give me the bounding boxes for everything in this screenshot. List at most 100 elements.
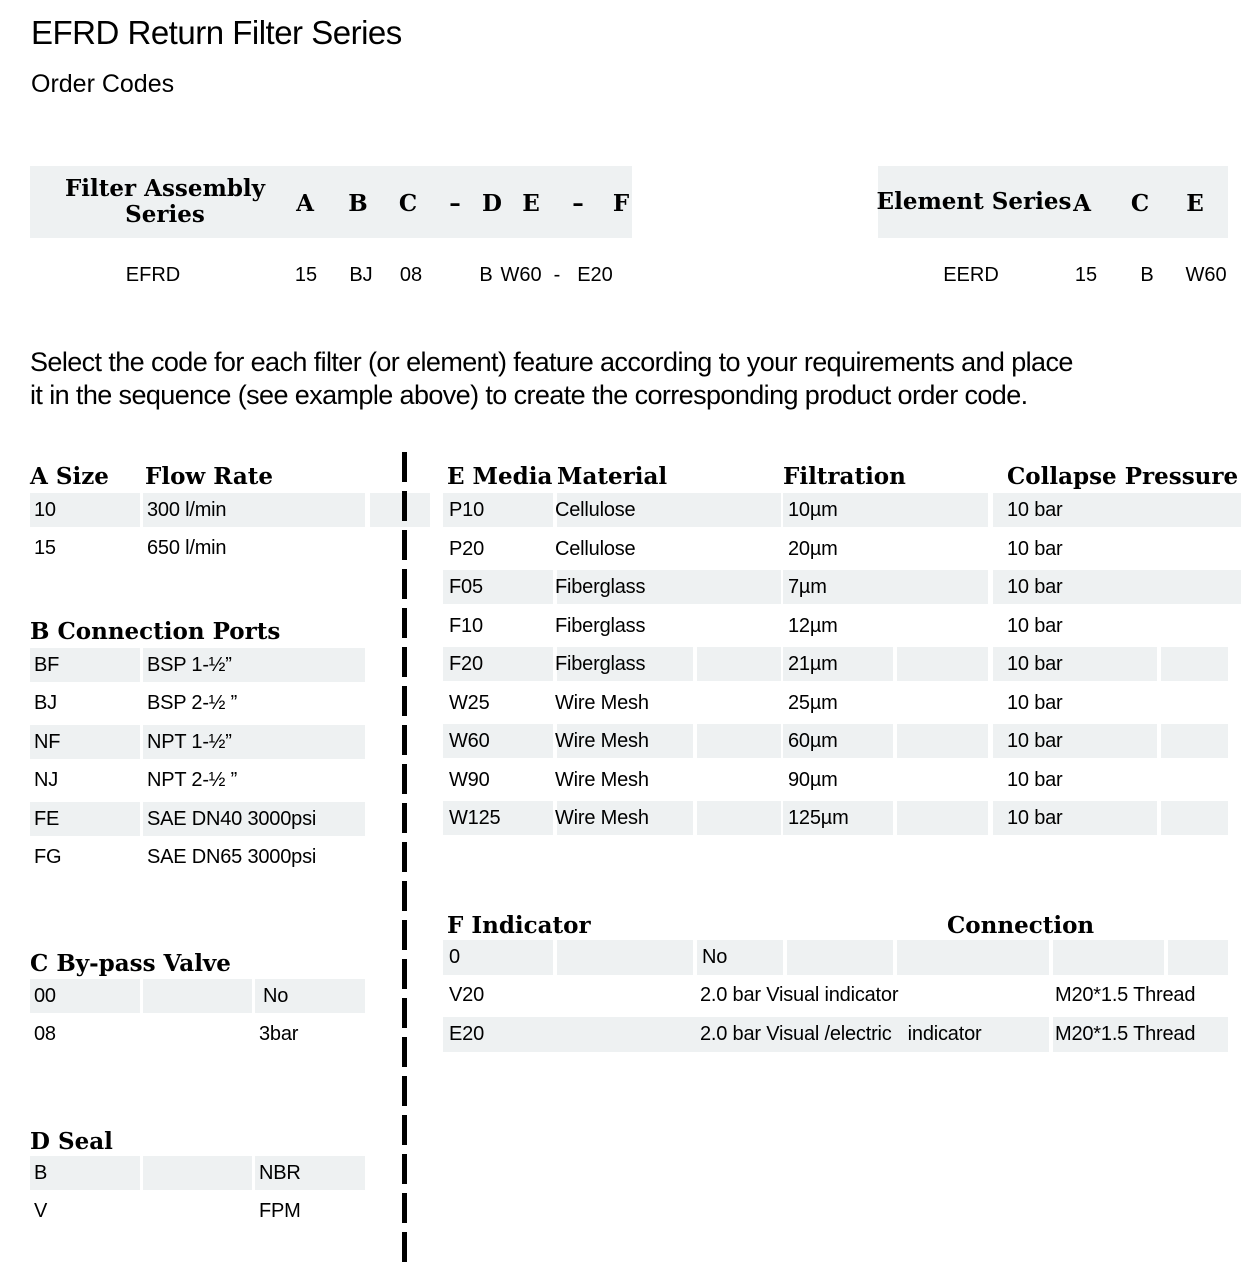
value-cell: SAE DN40 3000psi bbox=[147, 807, 317, 830]
filtration-cell: 7µm bbox=[788, 575, 827, 598]
filtration-cell: 10µm bbox=[788, 498, 838, 521]
section-header-a-size: A Size bbox=[30, 462, 109, 490]
value-cell: NBR bbox=[259, 1161, 301, 1184]
code-cell: 15 bbox=[34, 536, 56, 559]
table-row: 0 No bbox=[0, 940, 1241, 975]
material-cell: Fiberglass bbox=[555, 652, 646, 675]
element-code-e: W60 bbox=[1185, 264, 1227, 286]
code-cell: B bbox=[34, 1161, 48, 1184]
pressure-cell: 10 bar bbox=[1007, 575, 1063, 598]
code-cell: W90 bbox=[449, 768, 490, 791]
table-row: V FPM bbox=[0, 1194, 1241, 1228]
value-cell: SAE DN65 3000psi bbox=[147, 845, 317, 868]
code-cell: NJ bbox=[34, 768, 59, 791]
material-cell: Cellulose bbox=[555, 498, 636, 521]
filtration-cell: 60µm bbox=[788, 729, 838, 752]
code-cell: BJ bbox=[34, 691, 57, 714]
code-cell: P20 bbox=[449, 537, 484, 560]
table-row: W25 Wire Mesh 25µm 10 bar bbox=[0, 686, 1241, 720]
material-cell: Cellulose bbox=[555, 537, 636, 560]
code-cell: W25 bbox=[449, 691, 490, 714]
column-header-filtration: Filtration bbox=[783, 462, 906, 490]
table-row: 08 3bar bbox=[0, 1017, 1241, 1051]
connection-cell: M20*1.5 Thread bbox=[1055, 984, 1196, 1006]
pressure-cell: 10 bar bbox=[1007, 652, 1063, 675]
value-cell: FPM bbox=[259, 1199, 301, 1222]
table-row: 10 300 l/min bbox=[0, 493, 1241, 527]
description-cell: 2.0 bar Visual indicator bbox=[700, 984, 899, 1006]
table-row: E20 2.0 bar Visual /electric indicator M… bbox=[0, 1017, 1241, 1052]
filtration-cell: 125µm bbox=[788, 806, 849, 829]
pressure-cell: 10 bar bbox=[1007, 537, 1063, 560]
filtration-cell: 25µm bbox=[788, 691, 838, 714]
value-cell: 3bar bbox=[259, 1022, 299, 1045]
assembly-code-e: W60 bbox=[500, 264, 542, 286]
filtration-cell: 21µm bbox=[788, 652, 838, 675]
code-cell: F20 bbox=[449, 652, 483, 675]
section-header-b-ports: B Connection Ports bbox=[30, 617, 281, 645]
column-header-collapse-pressure: Collapse Pressure bbox=[1007, 462, 1239, 490]
material-cell: Wire Mesh bbox=[555, 729, 649, 752]
code-cell: F10 bbox=[449, 614, 483, 637]
table-row: NJ NPT 2-½ ” bbox=[0, 763, 1241, 797]
table-row: W60 Wire Mesh 60µm 10 bar bbox=[0, 724, 1241, 758]
value-cell: NPT 1-½” bbox=[147, 730, 232, 753]
code-cell: V bbox=[34, 1199, 48, 1222]
code-cell: F05 bbox=[449, 575, 483, 598]
table-row: 00 No bbox=[0, 979, 1241, 1013]
page-subtitle: Order Codes bbox=[31, 70, 175, 98]
pressure-cell: 10 bar bbox=[1007, 498, 1063, 521]
column-header-connection: Connection bbox=[947, 911, 1095, 939]
assembly-series-label: Filter Assembly Series bbox=[64, 175, 266, 228]
section-header-f-indicator: F Indicator bbox=[447, 911, 591, 939]
value-cell: NPT 2-½ ” bbox=[147, 768, 238, 791]
assembly-code-a: 15 bbox=[294, 264, 318, 286]
pressure-cell: 10 bar bbox=[1007, 614, 1063, 637]
page-title: EFRD Return Filter Series bbox=[31, 14, 402, 51]
table-row: FE SAE DN40 3000psi bbox=[0, 802, 1241, 836]
assembly-code-b: BJ bbox=[349, 264, 373, 286]
pressure-cell: 10 bar bbox=[1007, 768, 1063, 791]
instruction-paragraph: Select the code for each filter (or elem… bbox=[30, 347, 1073, 410]
table-row: F10 Fiberglass 12µm 10 bar bbox=[0, 609, 1241, 643]
table-row: 15 650 l/min bbox=[0, 531, 1241, 565]
element-example-row: EERD 15 B W60 bbox=[0, 260, 1241, 292]
material-cell: Wire Mesh bbox=[555, 806, 649, 829]
code-cell: W125 bbox=[449, 806, 501, 829]
table-row: BJ BSP 2-½ ” bbox=[0, 686, 1241, 720]
assembly-code-c: 08 bbox=[399, 264, 423, 286]
table-row: B NBR bbox=[0, 1156, 1241, 1190]
table-row: F20 Fiberglass 21µm 10 bar bbox=[0, 647, 1241, 681]
assembly-series-code: EFRD bbox=[125, 264, 181, 286]
filtration-cell: 20µm bbox=[788, 537, 838, 560]
table-row: BF BSP 1-½” bbox=[0, 648, 1241, 682]
table-row: NF NPT 1-½” bbox=[0, 725, 1241, 759]
table-row: P10 Cellulose 10µm 10 bar bbox=[0, 493, 1241, 527]
code-cell: 00 bbox=[34, 984, 56, 1007]
section-header-e-media: E Media bbox=[447, 462, 553, 490]
table-row: V20 2.0 bar Visual indicator M20*1.5 Thr… bbox=[0, 978, 1241, 1013]
code-cell: FG bbox=[34, 845, 62, 868]
code-cell: BF bbox=[34, 653, 60, 676]
pressure-cell: 10 bar bbox=[1007, 691, 1063, 714]
element-example-header: Element Series A C E bbox=[876, 166, 1228, 238]
connection-cell: M20*1.5 Thread bbox=[1055, 1023, 1196, 1045]
table-row: P20 Cellulose 20µm 10 bar bbox=[0, 532, 1241, 566]
section-header-c-valve: C By-pass Valve bbox=[30, 949, 231, 977]
code-cell: FE bbox=[34, 807, 60, 830]
column-divider bbox=[402, 452, 407, 1267]
table-row: W125 Wire Mesh 125µm 10 bar bbox=[0, 801, 1241, 835]
element-code-a: 15 bbox=[1074, 264, 1098, 286]
element-code-c: B bbox=[1140, 264, 1154, 286]
table-row: W90 Wire Mesh 90µm 10 bar bbox=[0, 763, 1241, 797]
value-cell: No bbox=[263, 984, 289, 1007]
element-series-label: Element Series bbox=[876, 188, 1072, 215]
element-series-code: EERD bbox=[943, 264, 999, 286]
section-header-d-seal: D Seal bbox=[30, 1127, 113, 1155]
material-cell: Wire Mesh bbox=[555, 691, 649, 714]
filtration-cell: 12µm bbox=[788, 614, 838, 637]
pressure-cell: 10 bar bbox=[1007, 806, 1063, 829]
code-cell: NF bbox=[34, 730, 61, 753]
description-cell: No bbox=[702, 946, 728, 968]
